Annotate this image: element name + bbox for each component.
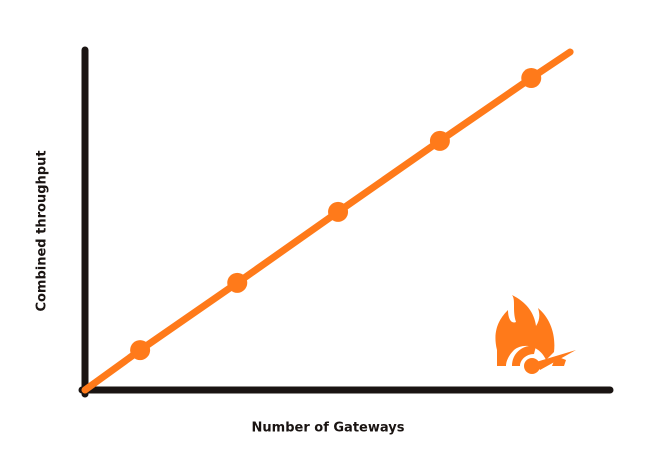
x-axis-label: Number of Gateways: [252, 421, 405, 436]
data-point: [328, 201, 349, 222]
data-point: [521, 68, 542, 89]
data-point: [227, 272, 248, 293]
data-point: [429, 130, 450, 151]
y-axis-label: Combined throughput: [35, 150, 50, 311]
data-point: [130, 340, 151, 361]
logo-icon: [495, 295, 576, 374]
